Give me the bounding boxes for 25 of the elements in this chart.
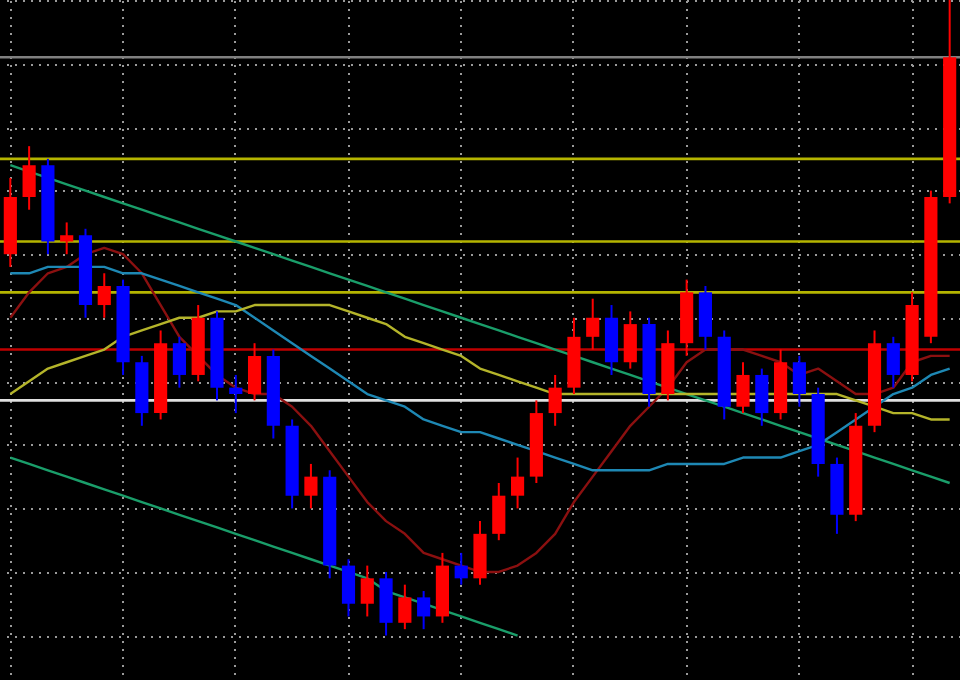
candlestick bbox=[586, 297, 600, 351]
candlestick bbox=[886, 335, 900, 389]
candlestick bbox=[60, 221, 74, 256]
candlestick bbox=[492, 481, 506, 542]
candlestick bbox=[360, 564, 374, 618]
candlestick bbox=[623, 310, 637, 370]
candlestick bbox=[736, 361, 750, 415]
candlestick bbox=[22, 145, 36, 211]
candlestick bbox=[755, 367, 769, 427]
candlestick bbox=[97, 272, 111, 319]
candlestick bbox=[454, 551, 468, 586]
candlestick bbox=[172, 335, 186, 389]
candlestick bbox=[511, 456, 525, 510]
candlestick bbox=[398, 583, 412, 631]
candlestick bbox=[341, 558, 356, 618]
candlestick bbox=[792, 354, 806, 408]
candlestick bbox=[417, 590, 431, 631]
candlestick bbox=[379, 570, 393, 637]
candlestick bbox=[304, 462, 318, 510]
candlestick bbox=[548, 373, 562, 427]
candlestick bbox=[604, 304, 619, 376]
candlestick bbox=[247, 342, 262, 402]
candlestick bbox=[698, 284, 713, 351]
candlestick bbox=[229, 373, 243, 415]
candlestick bbox=[473, 520, 487, 586]
